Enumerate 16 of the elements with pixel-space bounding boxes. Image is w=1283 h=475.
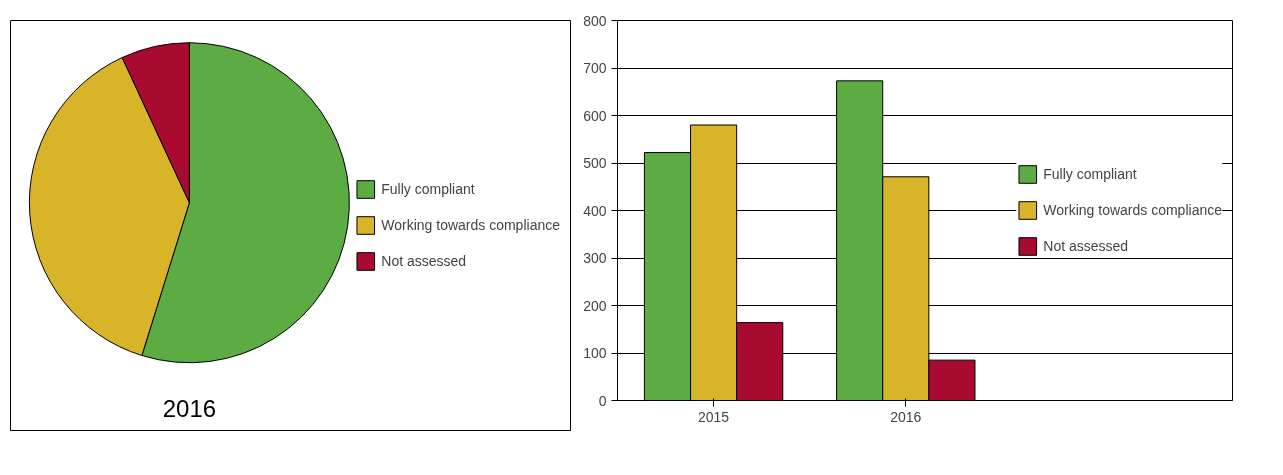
y-tick-label: 400 — [583, 202, 607, 219]
legend-label: Not assessed — [1043, 238, 1129, 254]
y-tick-label: 700 — [583, 60, 607, 76]
y-tick-label: 200 — [583, 297, 607, 314]
y-tick-label: 100 — [583, 345, 607, 361]
y-tick-label: 800 — [583, 12, 607, 29]
x-tick-label: 2015 — [698, 408, 730, 425]
y-tick-label: 600 — [583, 107, 607, 124]
y-tick-label: 500 — [583, 155, 607, 171]
y-tick-label: 0 — [598, 392, 607, 409]
legend-label: Working towards compliance — [381, 217, 560, 233]
legend-label: Working towards compliance — [1043, 202, 1222, 218]
legend-label: Fully compliant — [1043, 166, 1137, 182]
y-tick-label: 300 — [583, 250, 607, 266]
legend-label: Not assessed — [381, 253, 467, 269]
legend-label: Fully compliant — [381, 181, 475, 197]
